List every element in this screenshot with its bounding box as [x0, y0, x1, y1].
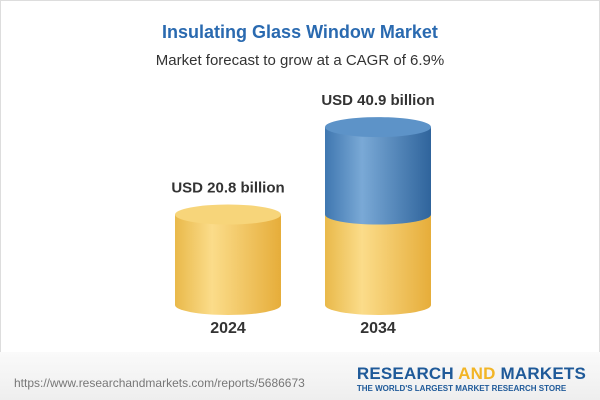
footer: https://www.researchandmarkets.com/repor…	[0, 352, 600, 400]
report-url[interactable]: https://www.researchandmarkets.com/repor…	[14, 376, 305, 390]
category-label-2034: 2034	[360, 320, 396, 337]
data-label-2034: USD 40.9 billion	[321, 92, 434, 109]
bar-2024	[175, 214, 281, 315]
bar-2034-growth-top	[325, 117, 431, 138]
chart-subtitle: Market forecast to grow at a CAGR of 6.9…	[155, 52, 445, 69]
bar-2034-growth	[325, 127, 431, 225]
category-label-2024: 2024	[210, 320, 246, 337]
logo: RESEARCH AND MARKETS THE WORLD'S LARGEST…	[356, 364, 586, 393]
bar-2034-base	[325, 214, 431, 315]
data-label-2024: USD 20.8 billion	[171, 180, 284, 197]
bar-2024-top	[175, 204, 281, 225]
chart: USD 20.8 billion 2024 USD 40.9 billion 2034	[171, 92, 434, 337]
chart-title: Insulating Glass Window Market	[162, 22, 438, 42]
